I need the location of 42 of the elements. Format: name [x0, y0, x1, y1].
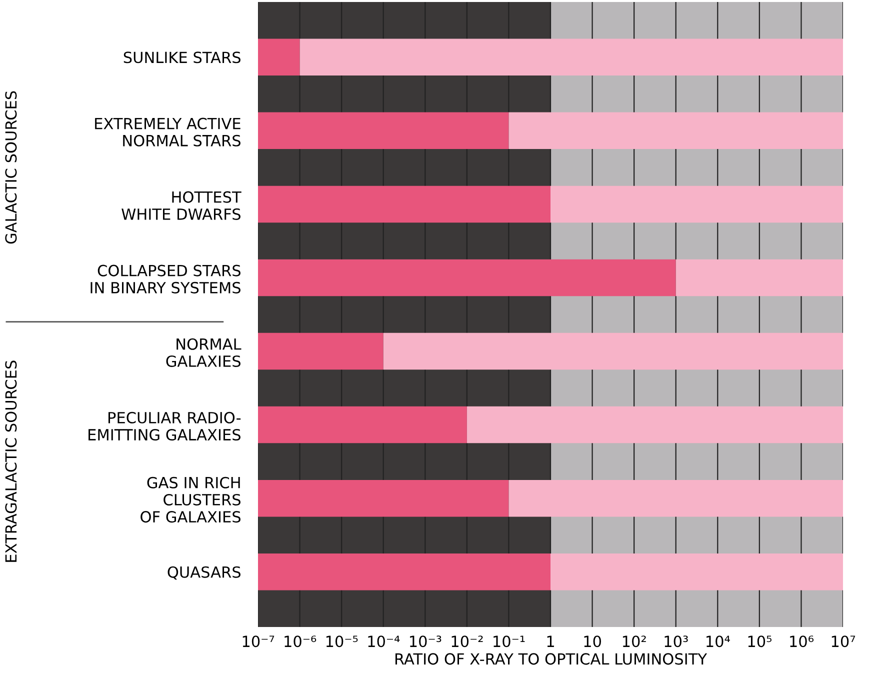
- bar: [466, 406, 843, 444]
- y-tick-label: NORMAL GALAXIES: [166, 338, 242, 367]
- x-tick-label: 10⁻⁷: [242, 636, 274, 648]
- bar: [258, 112, 509, 150]
- x-tick-label: 10⁻¹: [494, 636, 525, 648]
- x-axis-title: RATIO OF X-RAY TO OPTICAL LUMINOSITY: [395, 653, 708, 665]
- bar: [258, 186, 550, 223]
- x-tick-label: 10⁻⁴: [368, 636, 400, 648]
- y-tick-label: QUASARS: [168, 566, 240, 580]
- y-tick-label: COLLAPSED STARS IN BINARY SYSTEMS: [90, 264, 240, 294]
- x-tick-label: 10⁵: [748, 636, 772, 648]
- y-tick-label: PECULIAR RADIO- EMITTING GALAXIES: [88, 412, 241, 441]
- bar: [508, 480, 843, 517]
- bar: [300, 38, 843, 76]
- x-tick-label: 10: [584, 636, 601, 648]
- x-tick-label: 10⁴: [706, 636, 730, 648]
- bar: [550, 553, 843, 590]
- x-tick-label: 10³: [664, 636, 688, 648]
- bar: [383, 332, 843, 370]
- bar: [508, 112, 843, 150]
- x-tick-label: 10⁻⁵: [326, 636, 358, 648]
- x-tick-label: 1: [547, 636, 554, 647]
- bar: [258, 259, 676, 296]
- x-tick-label: 10⁻⁶: [284, 636, 316, 648]
- bar: [258, 332, 384, 370]
- y-tick-label: EXTREMELY ACTIVE NORMAL STARS: [95, 118, 240, 146]
- bar: [550, 186, 843, 223]
- bar: [258, 480, 509, 517]
- x-tick-label: 10⁷: [832, 636, 856, 648]
- text: EXTRAGALACTIC SOURCES: [5, 360, 17, 562]
- y-tick-label: GAS IN RICH CLUSTERS OF GALAXIES: [140, 476, 240, 523]
- x-tick-label: 10²: [622, 636, 646, 648]
- x-tick-label: 10⁶: [790, 636, 814, 648]
- x-tick-label: 10⁻³: [410, 636, 442, 648]
- text: GALACTIC SOURCES: [5, 91, 17, 244]
- bar: [676, 259, 843, 296]
- y-tick-label: SUNLIKE STARS: [124, 52, 240, 64]
- y-tick-label: HOTTEST WHITE DWARFS: [122, 191, 242, 220]
- x-tick-label: 10⁻²: [452, 636, 483, 648]
- bar: [258, 38, 300, 76]
- bar: [258, 553, 550, 590]
- bar: [258, 406, 467, 444]
